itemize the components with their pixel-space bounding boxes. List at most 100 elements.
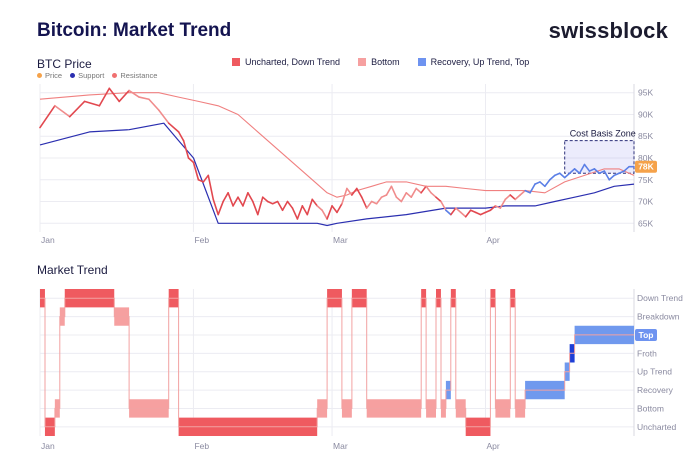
price-line-segment [529, 183, 536, 194]
price-line-segment [385, 185, 393, 196]
price-line-segment [360, 196, 368, 209]
price-line-segment [192, 161, 200, 181]
price-line-segment [346, 187, 353, 196]
price-line-segment [568, 168, 576, 175]
price-line-segment [187, 157, 195, 164]
support-line [39, 122, 635, 227]
price-line-segment [118, 89, 130, 103]
price-line-segment [167, 122, 180, 133]
price-x-tick-label: Mar [333, 235, 348, 245]
legend-bottom-label: Bottom [371, 57, 400, 67]
price-line-segment [474, 211, 482, 216]
price-line-segment [479, 211, 487, 216]
current-price-label: 78K [638, 162, 654, 172]
price-line-segment [549, 174, 556, 181]
price-y-tick-label: 75K [638, 175, 653, 185]
price-line-segment [469, 209, 477, 214]
trend-level-label: Down Trend [637, 293, 683, 303]
legend-support-dot [70, 73, 76, 78]
price-line-segment [573, 168, 581, 175]
legend-price: Price [37, 71, 62, 80]
price-line-segment [425, 185, 432, 194]
price-line-segment [148, 98, 160, 111]
price-line-segment [410, 187, 418, 198]
price-line-segment [464, 209, 472, 218]
trend-x-tick-label: Jan [41, 441, 55, 451]
cost-basis-zone-label: Cost Basis Zone [570, 129, 636, 139]
price-chart-title: BTC Price [37, 57, 92, 71]
legend-resistance: Resistance [112, 71, 157, 80]
price-line-segment [237, 196, 244, 207]
price-line-segment [247, 192, 254, 203]
price-line-segment [534, 181, 541, 185]
price-line-segment [341, 187, 348, 205]
price-line-segment [618, 170, 625, 175]
price-line-segment [420, 185, 427, 194]
trend-x-tick-label: Feb [194, 441, 209, 451]
trend-chart-title: Market Trend [37, 263, 108, 277]
price-x-tick-label: Apr [487, 235, 500, 245]
price-line-segment [281, 200, 289, 212]
page-title: Bitcoin: Market Trend [37, 20, 232, 41]
price-line-segment [355, 187, 363, 198]
price-line-segment [212, 198, 219, 216]
price-line-segment [558, 172, 566, 179]
legend-resistance-label: Resistance [120, 71, 158, 80]
price-line-segment [489, 205, 497, 212]
price-line-segment [450, 207, 457, 216]
price-line-segment [445, 209, 452, 216]
price-line-segment [177, 131, 185, 142]
price-line-segment [390, 185, 398, 198]
price-line-segment [261, 196, 269, 203]
price-line-segment [242, 192, 249, 207]
price-line-segment [98, 87, 111, 107]
price-line-segment [351, 187, 358, 196]
price-line-segment [227, 192, 234, 207]
trend-level-label: Up Trend [637, 367, 672, 377]
cost-basis-zone [564, 140, 635, 174]
price-line-segment [499, 198, 507, 209]
price-line-segment [202, 174, 210, 183]
price-line-segment [553, 172, 561, 177]
price-line-segment [395, 196, 403, 203]
legend-downtrend-swatch [232, 58, 240, 66]
price-y-tick-label: 85K [638, 131, 653, 141]
price-line-segment [509, 194, 517, 201]
price-line-segment [207, 174, 215, 201]
price-line-segment [459, 211, 467, 218]
price-line-segment [301, 205, 309, 216]
brand-logo: swissblock [548, 18, 668, 43]
price-x-tick-label: Feb [194, 235, 209, 245]
price-line-segment [276, 200, 284, 212]
legend-uptrend: Recovery, Up Trend, Top [417, 57, 530, 67]
price-line-segment [197, 178, 205, 183]
price-x-tick-label: Jan [41, 235, 55, 245]
price-y-tick-label: 65K [638, 218, 653, 228]
current-level-badge [635, 328, 657, 341]
legend-support-label: Support [78, 71, 105, 80]
price-line-segment [400, 192, 408, 203]
price-line-segment [83, 100, 101, 107]
price-line-segment [440, 200, 447, 212]
price-y-tick-label: 95K [638, 88, 653, 98]
price-line-segment [603, 170, 611, 181]
trend-level-label: Froth [637, 348, 657, 358]
trend-level-label: Breakdown [637, 312, 680, 322]
trend-level-label: Bottom [637, 403, 664, 413]
price-line-segment [623, 165, 630, 172]
price-line-segment [311, 198, 319, 207]
price-line-segment [158, 109, 170, 124]
price-line-segment [524, 189, 531, 194]
price-line-segment [138, 96, 150, 101]
legend-uptrend-label: Recovery, Up Trend, Top [430, 57, 530, 67]
price-line-segment [54, 104, 71, 118]
resistance-line [39, 92, 635, 198]
price-line-segment [613, 172, 620, 177]
price-line-segment [494, 205, 502, 209]
price-line-segment [588, 168, 596, 172]
trend-level-label: Recovery [637, 385, 674, 395]
legend-price-dot [37, 73, 42, 78]
price-line-segment [578, 163, 586, 175]
